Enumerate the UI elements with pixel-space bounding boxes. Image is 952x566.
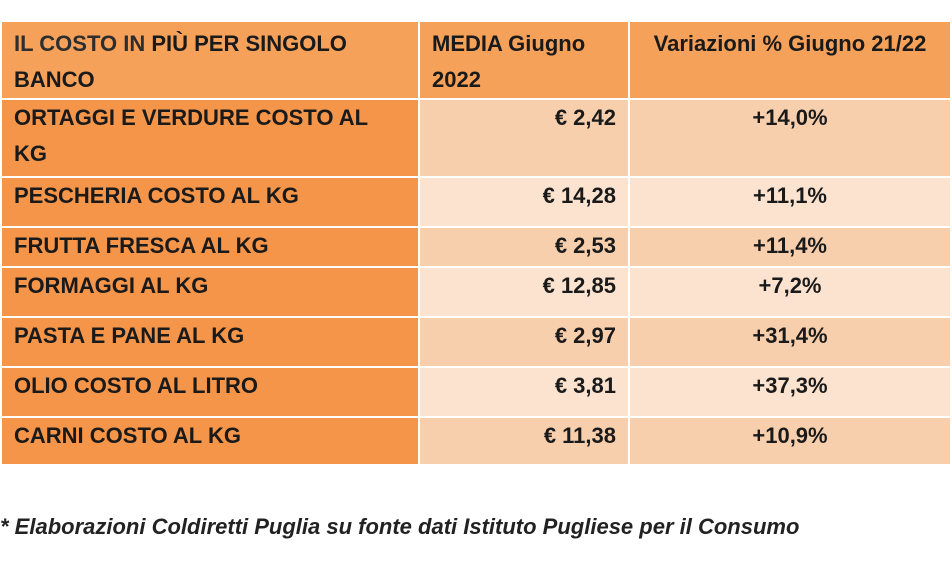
table-row: OLIO COSTO AL LITRO € 3,81 +37,3% xyxy=(2,368,950,418)
row-variation: +11,4% xyxy=(630,228,950,268)
table-row: ORTAGGI E VERDURE COSTO AL KG € 2,42 +14… xyxy=(2,100,950,178)
table-row: PASTA E PANE AL KG € 2,97 +31,4% xyxy=(2,318,950,368)
row-variation: +11,1% xyxy=(630,178,950,228)
row-label: FORMAGGI AL KG xyxy=(2,268,420,318)
row-label: PASTA E PANE AL KG xyxy=(2,318,420,368)
row-label: ORTAGGI E VERDURE COSTO AL KG xyxy=(2,100,420,178)
row-label: PESCHERIA COSTO AL KG xyxy=(2,178,420,228)
source-footnote: * Elaborazioni Coldiretti Puglia su font… xyxy=(0,514,800,539)
header-col-media: MEDIA Giugno 2022 xyxy=(420,22,630,100)
table-row: FORMAGGI AL KG € 12,85 +7,2% xyxy=(2,268,950,318)
table-row: PESCHERIA COSTO AL KG € 14,28 +11,1% xyxy=(2,178,950,228)
row-media: € 2,53 xyxy=(420,228,630,268)
row-media: € 2,42 xyxy=(420,100,630,178)
table-row: CARNI COSTO AL KG € 11,38 +10,9% xyxy=(2,418,950,466)
header-col-label-rest: PIÙ PER SINGOLO BANCO xyxy=(14,31,347,92)
row-media: € 12,85 xyxy=(420,268,630,318)
row-label: FRUTTA FRESCA AL KG xyxy=(2,228,420,268)
row-label: OLIO COSTO AL LITRO xyxy=(2,368,420,418)
table-row: FRUTTA FRESCA AL KG € 2,53 +11,4% xyxy=(2,228,950,268)
row-variation: +31,4% xyxy=(630,318,950,368)
row-label: CARNI COSTO AL KG xyxy=(2,418,420,466)
table-header-row: IL COSTO IN PIÙ PER SINGOLO BANCO MEDIA … xyxy=(2,22,950,100)
row-variation: +14,0% xyxy=(630,100,950,178)
price-table: IL COSTO IN PIÙ PER SINGOLO BANCO MEDIA … xyxy=(2,22,950,466)
row-media: € 2,97 xyxy=(420,318,630,368)
header-col-variation: Variazioni % Giugno 21/22 xyxy=(630,22,950,100)
header-col-label: IL COSTO IN PIÙ PER SINGOLO BANCO xyxy=(2,22,420,100)
row-variation: +10,9% xyxy=(630,418,950,466)
row-media: € 11,38 xyxy=(420,418,630,466)
row-variation: +7,2% xyxy=(630,268,950,318)
header-col-label-prefix: IL COSTO IN xyxy=(14,31,146,56)
row-media: € 14,28 xyxy=(420,178,630,228)
row-variation: +37,3% xyxy=(630,368,950,418)
row-media: € 3,81 xyxy=(420,368,630,418)
